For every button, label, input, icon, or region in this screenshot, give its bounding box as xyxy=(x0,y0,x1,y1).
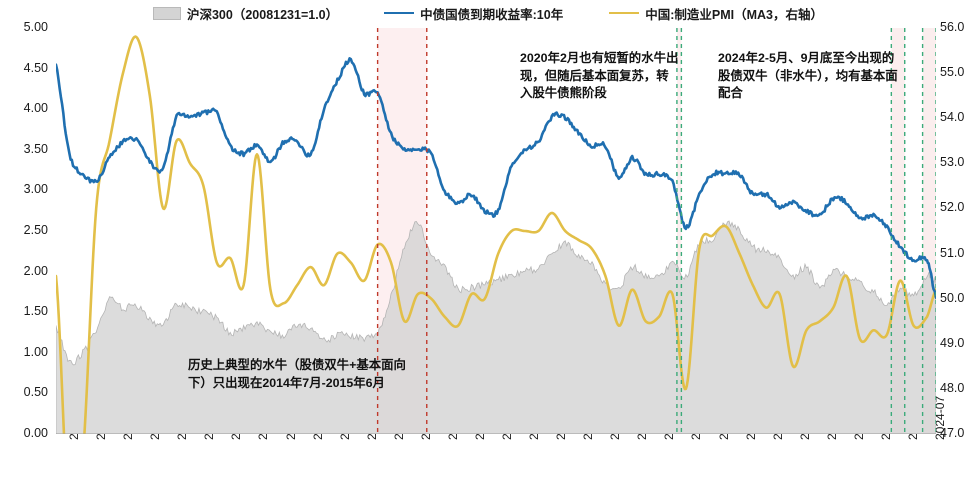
legend-label-hs300: 沪深300（20081231=1.0） xyxy=(186,7,339,22)
y-axis-left-tick: 4.00 xyxy=(23,101,48,116)
y-axis-right-tick: 54.0 xyxy=(940,110,965,125)
y-axis-left-tick: 1.50 xyxy=(23,304,48,319)
annotation-2014-bull-highlight: 水牛（股债双牛+基本面向下） xyxy=(188,358,406,390)
series-area-hs300 xyxy=(56,220,936,434)
y-axis-left-tick: 3.50 xyxy=(23,141,48,156)
y-axis-right-tick: 48.0 xyxy=(940,380,965,395)
y-axis-right-tick: 47.0 xyxy=(940,426,965,440)
legend-item-hs300: 沪深300（20081231=1.0） xyxy=(152,4,339,23)
annotation-2020-feb: 2020年2月也有短暂的水牛出现，但随后基本面复苏，转入股牛债熊阶段 xyxy=(520,51,679,100)
y-axis-left-tick: 3.00 xyxy=(23,182,48,197)
y-axis-right-tick: 49.0 xyxy=(940,335,965,350)
area-swatch-icon xyxy=(152,6,181,20)
y-axis-left-tick: 1.00 xyxy=(23,344,48,359)
plot-area xyxy=(56,28,936,434)
y-axis-right-tick: 53.0 xyxy=(940,155,965,170)
series-line-pmi xyxy=(56,35,936,434)
y-axis-left-tick: 0.50 xyxy=(23,385,48,400)
y-axis-right-tick: 56.0 xyxy=(940,20,965,34)
legend-label-pmi: 中国:制造业PMI（MA3，右轴） xyxy=(645,7,823,22)
y-axis-right-tick: 51.0 xyxy=(940,245,965,260)
annotation-2014-bull-suffix: 只出现在2014年7月-2015年6月 xyxy=(212,375,385,390)
annotation-2024: 2024年2-5月、9月底至今出现的股债双牛（非水牛），均有基本面配合 xyxy=(718,51,898,100)
y-axis-left-tick: 4.50 xyxy=(23,60,48,75)
line-swatch-gold-icon xyxy=(609,12,640,14)
annotation-2014-bull: 历史上典型的水牛（股债双牛+基本面向下）只出现在2014年7月-2015年6月 xyxy=(188,357,410,392)
annotation-2014-bull-prefix: 历史上典型的 xyxy=(188,358,263,372)
y-axis-right-tick: 50.0 xyxy=(940,290,965,305)
y-axis-left-tick: 2.50 xyxy=(23,223,48,237)
legend-label-cgb10y: 中债国债到期收益率:10年 xyxy=(420,7,564,22)
y-axis-left-tick: 5.00 xyxy=(23,20,48,34)
y-axis-left-tick: 2.00 xyxy=(23,263,48,278)
shaded-region-water-bull-2020-feb xyxy=(676,28,682,434)
legend-item-pmi: 中国:制造业PMI（MA3，右轴） xyxy=(609,4,823,23)
series-line-cgb10y xyxy=(56,57,936,299)
y-axis-left-tick: 0.00 xyxy=(23,426,48,440)
chart-canvas xyxy=(56,28,936,434)
chart-legend: 沪深300（20081231=1.0） 中债国债到期收益率:10年 中国:制造业… xyxy=(0,0,976,26)
line-swatch-icon xyxy=(384,12,415,14)
legend-item-cgb10y: 中债国债到期收益率:10年 xyxy=(384,4,563,23)
y-axis-right-tick: 52.0 xyxy=(940,200,965,215)
y-axis-right-tick: 55.0 xyxy=(940,65,965,80)
